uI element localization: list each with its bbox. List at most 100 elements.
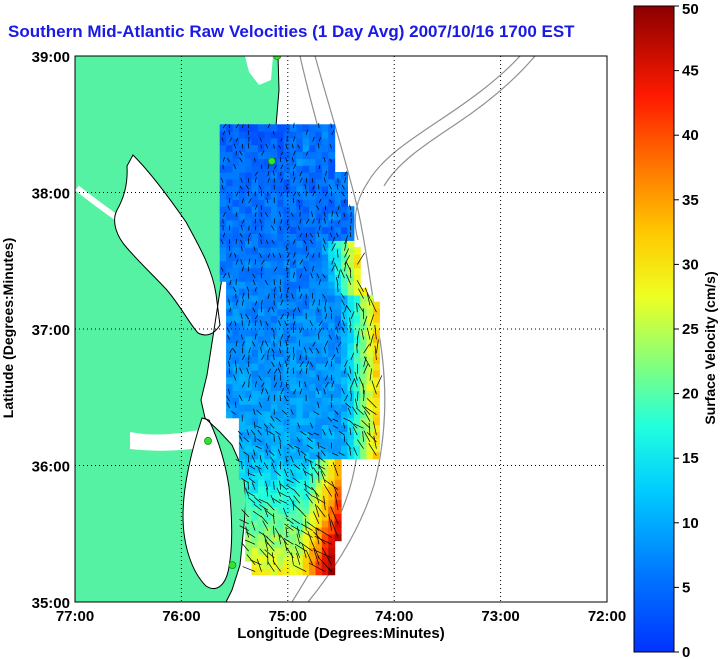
velocity-cell: [328, 500, 335, 507]
velocity-cell: [252, 124, 259, 131]
velocity-cell: [252, 356, 259, 363]
velocity-cell: [239, 261, 246, 268]
velocity-cell: [367, 438, 374, 445]
velocity-cell: [309, 227, 316, 234]
velocity-cell: [296, 131, 303, 138]
velocity-cell: [328, 322, 335, 329]
velocity-cell: [328, 452, 335, 459]
velocity-cell: [335, 343, 342, 350]
velocity-cell: [277, 302, 284, 309]
velocity-cell: [347, 343, 354, 350]
velocity-cell: [309, 199, 316, 206]
velocity-cell: [303, 568, 310, 575]
velocity-cell: [233, 397, 240, 404]
velocity-cell: [322, 124, 329, 131]
velocity-cell: [245, 247, 252, 254]
velocity-cell: [367, 309, 374, 316]
velocity-cell: [264, 527, 271, 534]
velocity-cell: [309, 568, 316, 575]
velocity-cell: [258, 179, 265, 186]
velocity-cell: [360, 445, 367, 452]
velocity-cell: [296, 138, 303, 145]
velocity-vector: [236, 368, 237, 374]
velocity-cell: [284, 165, 291, 172]
velocity-cell: [328, 466, 335, 473]
velocity-vector: [319, 184, 320, 189]
velocity-cell: [245, 274, 252, 281]
velocity-cell: [309, 261, 316, 268]
velocity-cell: [245, 500, 252, 507]
velocity-cell: [296, 350, 303, 357]
velocity-cell: [322, 425, 329, 432]
velocity-cell: [284, 281, 291, 288]
velocity-cell: [252, 295, 259, 302]
velocity-cell: [322, 227, 329, 234]
velocity-vector: [306, 301, 307, 306]
velocity-cell: [239, 466, 246, 473]
velocity-cell: [290, 466, 297, 473]
velocity-cell: [277, 411, 284, 418]
velocity-cell: [328, 438, 335, 445]
velocity-cell: [233, 172, 240, 179]
velocity-cell: [322, 165, 329, 172]
velocity-cell: [309, 452, 316, 459]
velocity-cell: [252, 343, 259, 350]
velocity-cell: [271, 234, 278, 241]
velocity-cell: [309, 131, 316, 138]
velocity-cell: [341, 404, 348, 411]
velocity-cell: [316, 152, 323, 159]
velocity-cell: [271, 315, 278, 322]
velocity-cell: [367, 384, 374, 391]
velocity-vector: [299, 340, 300, 346]
velocity-cell: [226, 152, 233, 159]
velocity-cell: [252, 459, 259, 466]
velocity-cell: [335, 227, 342, 234]
y-tick-label: 39:00: [32, 49, 70, 66]
velocity-cell: [233, 227, 240, 234]
velocity-cell: [296, 336, 303, 343]
velocity-cell: [296, 152, 303, 159]
velocity-cell: [316, 193, 323, 200]
velocity-cell: [296, 247, 303, 254]
velocity-cell: [296, 158, 303, 165]
velocity-cell: [309, 145, 316, 152]
velocity-cell: [316, 268, 323, 275]
velocity-cell: [303, 165, 310, 172]
velocity-vector: [319, 333, 320, 339]
velocity-cell: [252, 568, 259, 575]
x-tick-label: 72:00: [588, 608, 626, 625]
velocity-cell: [303, 459, 310, 466]
velocity-cell: [309, 404, 316, 411]
velocity-cell: [322, 370, 329, 377]
velocity-cell: [354, 247, 361, 254]
velocity-cell: [239, 404, 246, 411]
velocity-cell: [277, 513, 284, 520]
velocity-cell: [296, 472, 303, 479]
velocity-cell: [252, 397, 259, 404]
velocity-cell: [316, 158, 323, 165]
colorbar-tick-label: 45: [682, 63, 699, 80]
velocity-cell: [290, 206, 297, 213]
velocity-cell: [258, 329, 265, 336]
velocity-cell: [264, 329, 271, 336]
velocity-cell: [341, 220, 348, 227]
velocity-cell: [322, 418, 329, 425]
velocity-cell: [347, 281, 354, 288]
velocity-cell: [264, 384, 271, 391]
velocity-cell: [322, 261, 329, 268]
radar-station: [229, 562, 236, 569]
velocity-cell: [233, 131, 240, 138]
velocity-cell: [284, 452, 291, 459]
velocity-cell: [252, 404, 259, 411]
velocity-cell: [347, 240, 354, 247]
velocity-cell: [264, 234, 271, 241]
velocity-cell: [303, 138, 310, 145]
velocity-cell: [233, 329, 240, 336]
velocity-cell: [328, 172, 335, 179]
velocity-cell: [328, 288, 335, 295]
velocity-cell: [335, 397, 342, 404]
velocity-cell: [220, 254, 227, 261]
velocity-cell: [303, 404, 310, 411]
y-tick-label: 36:00: [32, 459, 70, 476]
